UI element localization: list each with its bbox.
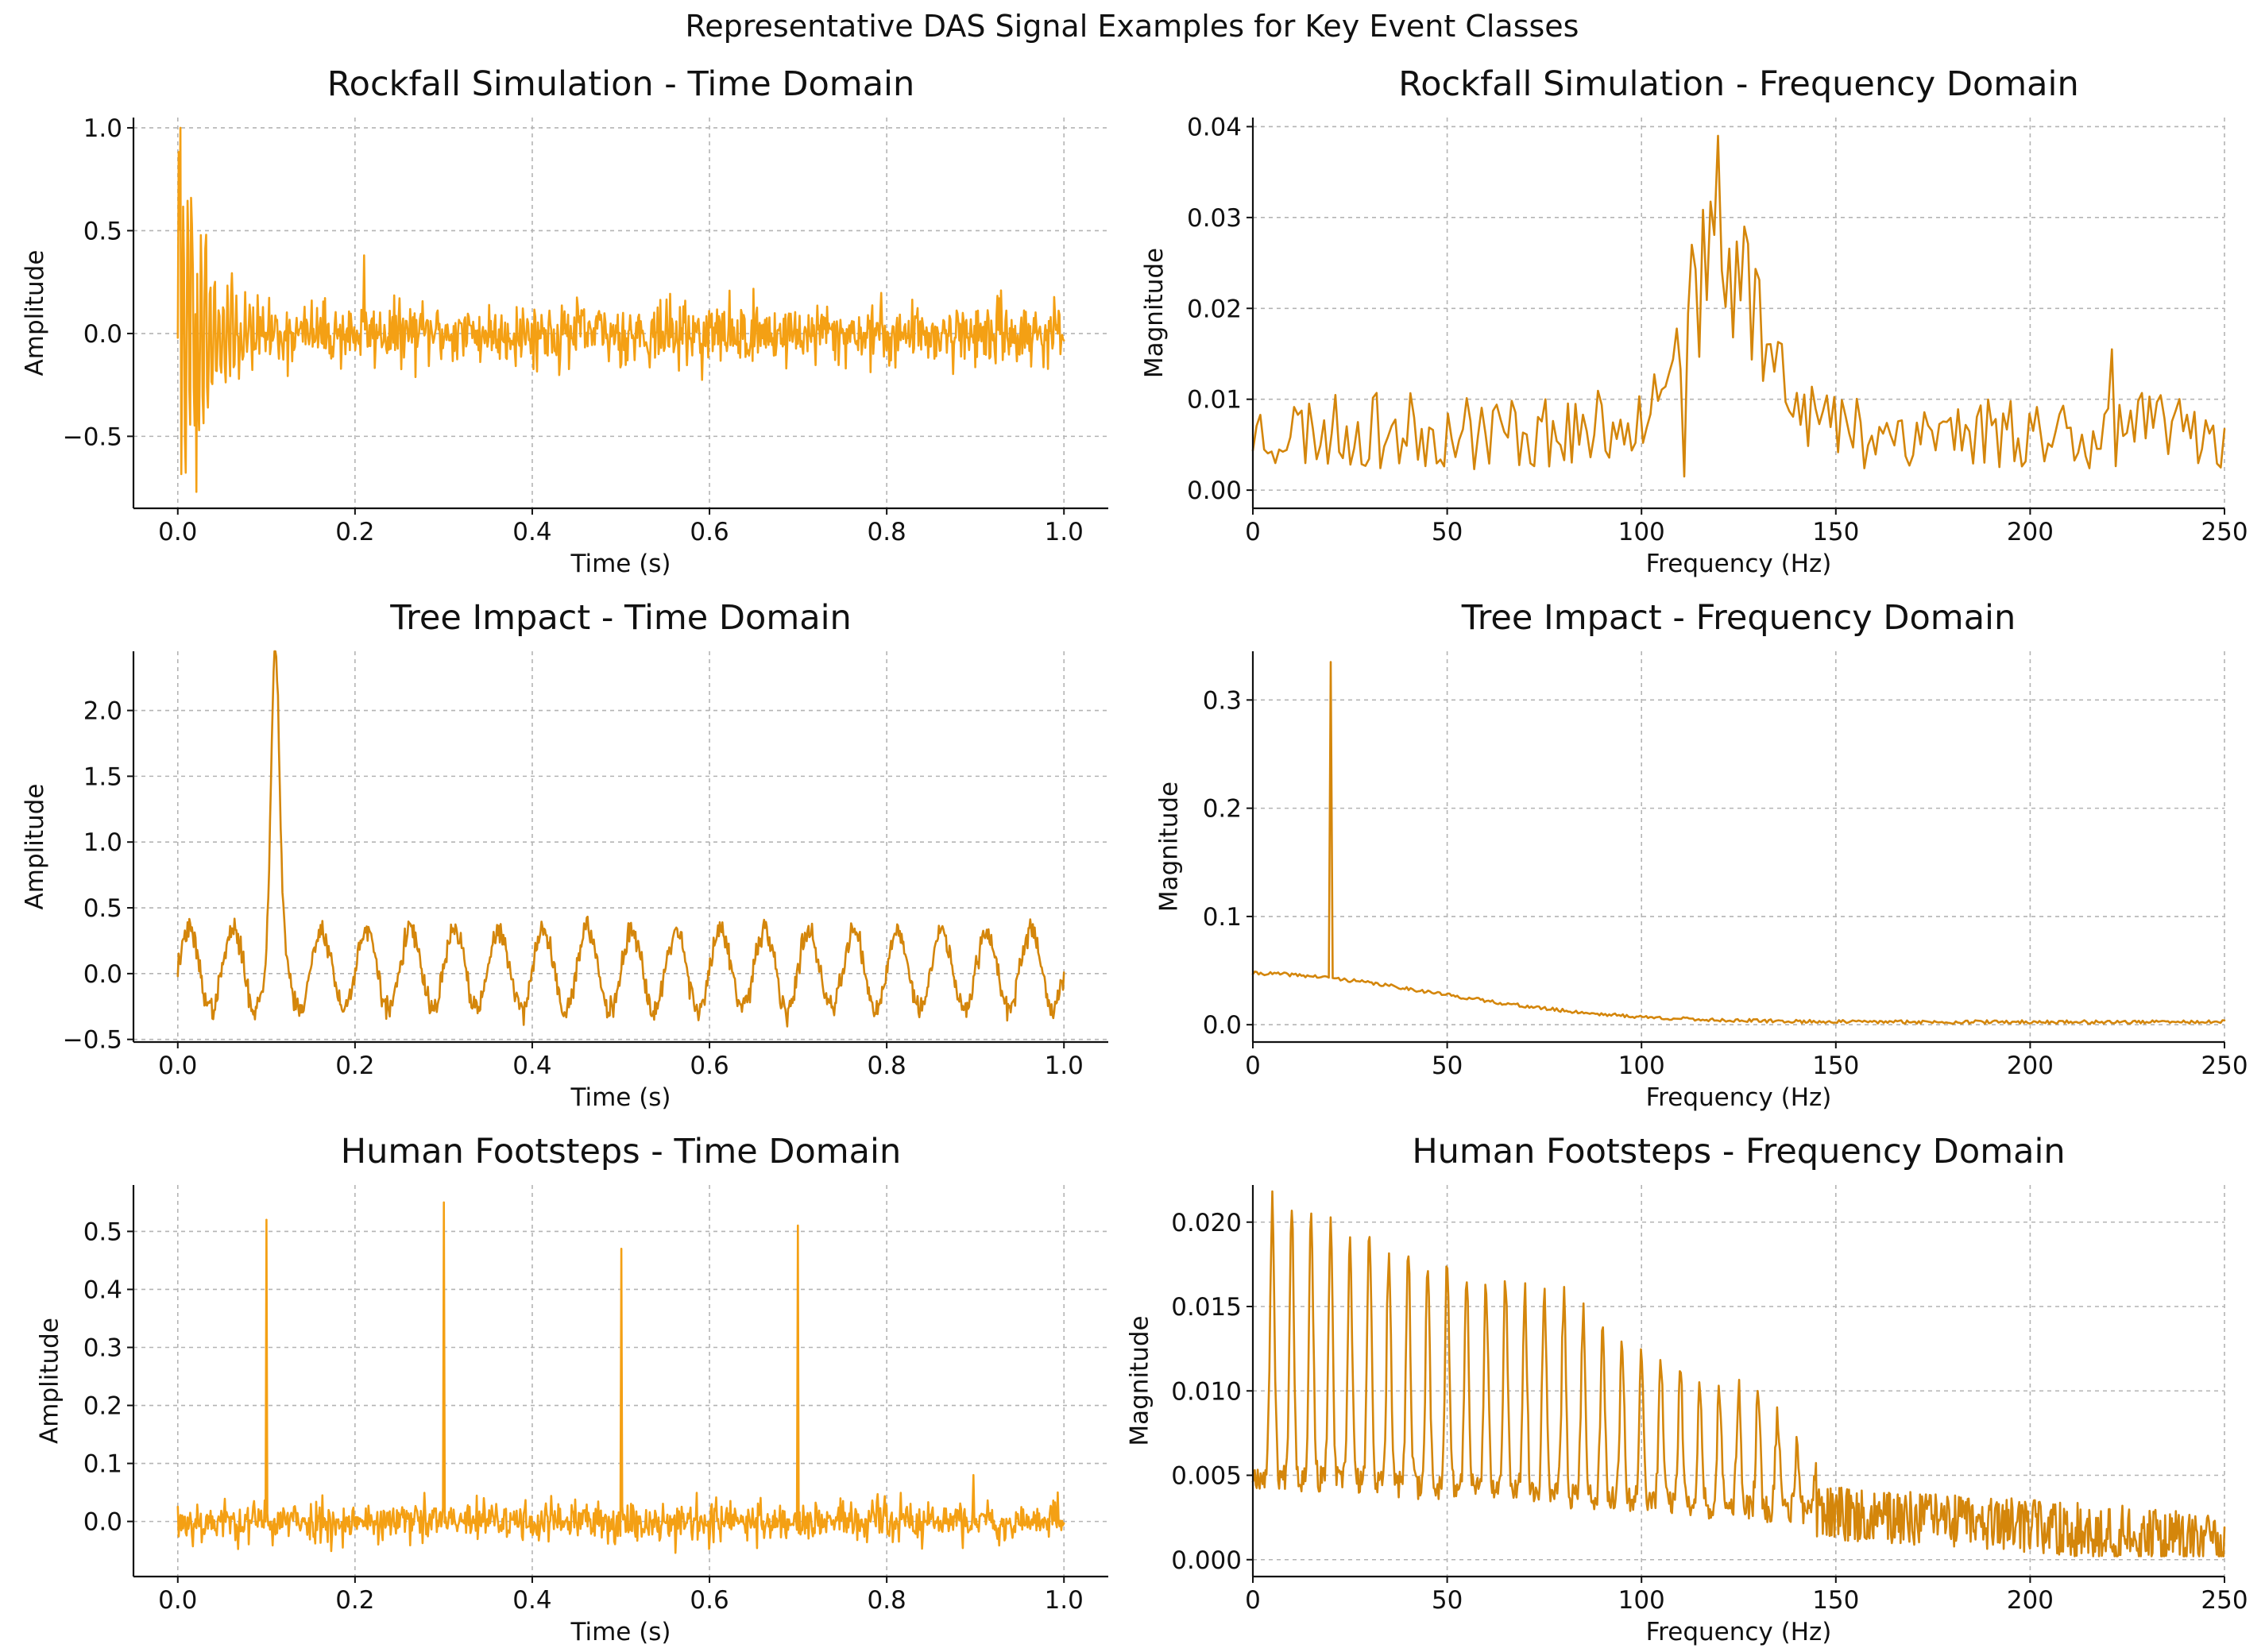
y-tick-label: 0.1 — [1203, 903, 1242, 932]
x-tick-label: 0.6 — [690, 1052, 729, 1080]
x-axis-label: Frequency (Hz) — [1646, 1083, 1832, 1112]
x-tick-label: 0.6 — [690, 518, 729, 546]
figure-title: Representative DAS Signal Examples for K… — [686, 9, 1579, 44]
x-tick-label: 0.8 — [867, 1586, 906, 1615]
series-line-tree-spectrum — [1251, 661, 2226, 1025]
y-axis-label: Magnitude — [1155, 782, 1184, 912]
rockfall-frequency-chart: 0 50 100 150 200 250 0.00 0.01 0.02 0.03 0.04 Rockf… — [1140, 64, 2248, 578]
y-tick-label: 1.5 — [83, 762, 122, 791]
y-tick-label: 1.0 — [83, 114, 122, 143]
x-tick-label: 250 — [2201, 518, 2248, 546]
y-tick-label: 0.5 — [83, 217, 122, 245]
y-tick-label: 0.3 — [1203, 686, 1242, 715]
x-tick-label: 200 — [2007, 1586, 2054, 1615]
x-tick-label: 0.6 — [690, 1586, 729, 1615]
y-axis-label: Magnitude — [1126, 1315, 1154, 1446]
x-axis-label: Frequency (Hz) — [1646, 550, 1832, 578]
y-tick-label: 0.5 — [83, 1218, 122, 1246]
y-tick-label: 0.005 — [1171, 1462, 1242, 1491]
x-tick-label: 50 — [1432, 518, 1463, 546]
x-tick-label: 0.4 — [512, 1052, 551, 1080]
y-tick-label: 0.4 — [83, 1276, 122, 1304]
y-tick-label: 0.2 — [1203, 795, 1242, 824]
y-tick-label: 0.03 — [1187, 204, 1242, 233]
x-tick-label: 1.0 — [1045, 1586, 1084, 1615]
y-tick-label: 0.0 — [83, 320, 122, 349]
y-tick-label: −0.5 — [63, 423, 122, 451]
tree-impact-time-chart: 0.0 0.2 0.4 0.6 0.8 1.0 −0.5 0.0 0.5 1.0 1.5 2.0 Tre… — [21, 598, 1108, 1112]
y-tick-label: 0.00 — [1187, 477, 1242, 505]
x-tick-label: 50 — [1432, 1586, 1463, 1615]
y-tick-label: 0.3 — [83, 1334, 122, 1363]
series-line-tree-time — [176, 650, 1065, 1028]
x-tick-label: 100 — [1618, 518, 1665, 546]
chart-title: Human Footsteps - Time Domain — [341, 1132, 901, 1171]
human-footsteps-time-chart: 0.0 0.2 0.4 0.6 0.8 1.0 0.0 0.1 0.2 0.3 0.4 0.5 Huma… — [36, 1132, 1108, 1646]
x-tick-label: 0 — [1245, 518, 1261, 546]
chart-title: Tree Impact - Frequency Domain — [1461, 598, 2016, 638]
y-tick-label: 0.0 — [1203, 1011, 1242, 1040]
chart-title: Rockfall Simulation - Frequency Domain — [1398, 64, 2078, 104]
chart-title: Tree Impact - Time Domain — [389, 598, 852, 638]
x-tick-label: 0.8 — [867, 518, 906, 546]
x-axis-label: Frequency (Hz) — [1646, 1618, 1832, 1646]
y-tick-label: 1.0 — [83, 828, 122, 857]
x-tick-label: 0 — [1245, 1586, 1261, 1615]
y-tick-label: 0.010 — [1171, 1377, 1242, 1406]
x-tick-label: 0.8 — [867, 1052, 906, 1080]
y-axis-label: Amplitude — [36, 1318, 64, 1444]
chart-title: Human Footsteps - Frequency Domain — [1412, 1132, 2065, 1171]
x-tick-label: 0.0 — [158, 1586, 197, 1615]
y-tick-label: 0.0 — [83, 1508, 122, 1537]
y-tick-label: −0.5 — [63, 1026, 122, 1055]
series-line-footsteps-spectrum — [1251, 1190, 2226, 1557]
x-tick-label: 100 — [1618, 1586, 1665, 1615]
x-tick-label: 0.4 — [512, 1586, 551, 1615]
tree-impact-frequency-chart: 0 50 100 150 200 250 0.0 0.1 0.2 0.3 Tree Impact -… — [1155, 598, 2248, 1112]
x-axis-label: Time (s) — [570, 1083, 671, 1112]
x-tick-label: 1.0 — [1045, 518, 1084, 546]
series-line-rockfall-spectrum — [1251, 134, 2226, 478]
x-tick-label: 200 — [2007, 518, 2054, 546]
y-axis-label: Amplitude — [21, 250, 49, 376]
x-tick-label: 0.0 — [158, 1052, 197, 1080]
y-tick-label: 0.1 — [83, 1450, 122, 1479]
chart-title: Rockfall Simulation - Time Domain — [327, 64, 915, 104]
y-axis-label: Amplitude — [21, 784, 49, 910]
x-tick-label: 50 — [1432, 1052, 1463, 1080]
x-tick-label: 100 — [1618, 1052, 1665, 1080]
x-axis-label: Time (s) — [570, 550, 671, 578]
y-tick-label: 0.015 — [1171, 1293, 1242, 1322]
y-tick-label: 0.020 — [1171, 1209, 1242, 1237]
x-tick-label: 250 — [2201, 1052, 2248, 1080]
x-tick-label: 1.0 — [1045, 1052, 1084, 1080]
y-tick-label: 0.5 — [83, 894, 122, 923]
x-tick-label: 0.2 — [335, 1586, 374, 1615]
x-tick-label: 0.4 — [512, 518, 551, 546]
series-line-footsteps-time — [176, 1201, 1065, 1554]
y-tick-label: 0.04 — [1187, 113, 1242, 141]
y-tick-label: 0.02 — [1187, 295, 1242, 323]
x-tick-label: 200 — [2007, 1052, 2054, 1080]
x-tick-label: 0 — [1245, 1052, 1261, 1080]
x-tick-label: 150 — [1812, 518, 1859, 546]
y-tick-label: 2.0 — [83, 697, 122, 726]
x-tick-label: 0.2 — [335, 518, 374, 546]
x-tick-label: 150 — [1812, 1052, 1859, 1080]
human-footsteps-frequency-chart: 0 50 100 150 200 250 0.000 0.005 0.010 0.015 0.020… — [1126, 1132, 2248, 1646]
x-tick-label: 250 — [2201, 1586, 2248, 1615]
rockfall-time-chart: 0.0 0.2 0.4 0.6 0.8 1.0 −0.5 0.0 0.5 1.0 Rockfall … — [21, 64, 1108, 578]
x-tick-label: 150 — [1812, 1586, 1859, 1615]
y-tick-label: 0.0 — [83, 960, 122, 989]
x-tick-label: 0.0 — [158, 518, 197, 546]
y-tick-label: 0.01 — [1187, 386, 1242, 415]
y-tick-label: 0.2 — [83, 1392, 122, 1421]
y-tick-label: 0.000 — [1171, 1546, 1242, 1575]
y-axis-label: Magnitude — [1140, 248, 1169, 378]
x-axis-label: Time (s) — [570, 1618, 671, 1646]
x-tick-label: 0.2 — [335, 1052, 374, 1080]
series-line-rockfall-time — [176, 126, 1065, 493]
